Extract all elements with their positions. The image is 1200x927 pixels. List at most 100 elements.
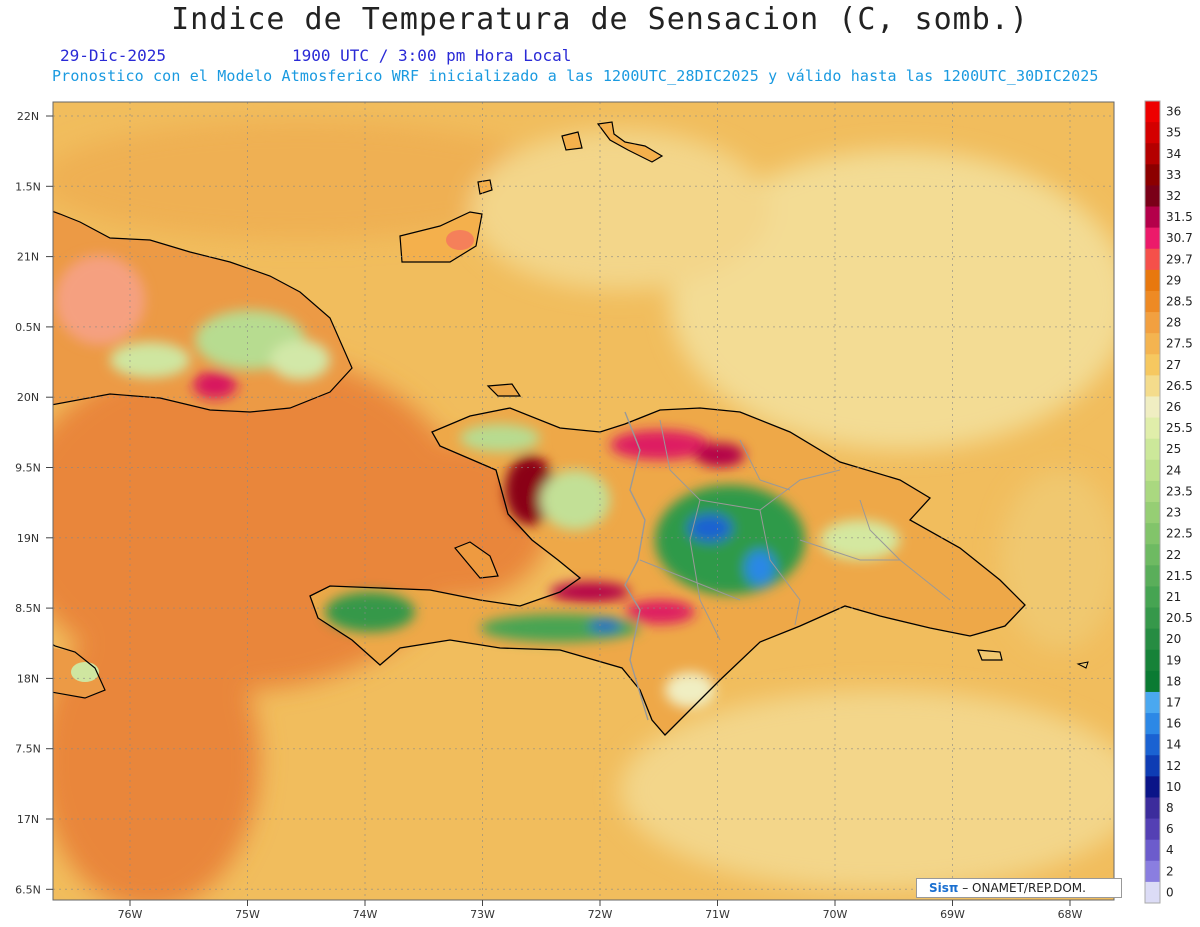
colorbar-swatch xyxy=(1145,438,1160,461)
credit-brand: Sisπ xyxy=(929,881,959,895)
map-title: Indice de Temperatura de Sensacion (C, s… xyxy=(171,2,1029,37)
colorbar-label: 6 xyxy=(1166,822,1174,836)
hispaniola-coast xyxy=(309,407,1026,736)
colorbar-label: 25.5 xyxy=(1166,421,1193,435)
colorbar-label: 16 xyxy=(1166,717,1181,731)
cuba-warm-west xyxy=(55,255,145,345)
colorbar-frame xyxy=(1144,100,1161,904)
province-line-1 xyxy=(659,419,701,541)
colorbar-swatch xyxy=(1145,333,1160,355)
lon-label: 76W xyxy=(118,908,143,921)
colorbar-swatch xyxy=(1145,544,1160,566)
colorbar-swatch xyxy=(1145,502,1160,524)
colorbar-swatch xyxy=(1145,101,1160,123)
lon-label: 74W xyxy=(353,908,378,921)
inagua-island xyxy=(399,211,483,263)
lon-label: 71W xyxy=(705,908,730,921)
colorbar-swatch xyxy=(1145,269,1160,292)
colorbar-label: 0 xyxy=(1166,885,1174,899)
tortuga-island xyxy=(486,383,522,397)
cuba-landmass xyxy=(53,210,353,413)
colorbar-swatch xyxy=(1145,755,1160,777)
cool-area-bahamas xyxy=(470,130,770,290)
colorbar-label: 8 xyxy=(1166,801,1174,815)
colorbar-swatch xyxy=(1145,290,1160,313)
province-line-2 xyxy=(699,469,841,511)
jamaica-coast xyxy=(53,643,106,699)
colorbar-label: 14 xyxy=(1166,738,1181,752)
colorbar-label: 22 xyxy=(1166,548,1181,562)
valid-date: 29-Dic-2025 xyxy=(60,46,166,65)
credit-box: Sisπ – ONAMET/REP.DOM. xyxy=(916,878,1122,898)
turks-island xyxy=(561,131,583,151)
colorbar-swatch xyxy=(1145,776,1160,798)
gridlines xyxy=(53,102,1114,900)
colorbar-label: 22.5 xyxy=(1166,527,1193,541)
haiti-cool-spot xyxy=(589,620,621,632)
map-frame xyxy=(52,101,1115,901)
south-pale-area xyxy=(665,672,715,708)
cordillera-central xyxy=(655,485,805,595)
colorbar-label: 29 xyxy=(1166,273,1181,287)
cuba-shading xyxy=(55,255,330,399)
colorbar-label: 23.5 xyxy=(1166,484,1193,498)
colorbar-swatch xyxy=(1145,248,1160,271)
temperature-field xyxy=(53,102,1114,900)
province-line-4 xyxy=(689,539,721,641)
colorbar-label: 18 xyxy=(1166,674,1181,688)
province-line-8 xyxy=(739,439,791,491)
colorbar-swatch xyxy=(1145,649,1160,672)
haiti-cool-north xyxy=(460,424,540,452)
colorbar-label: 29.7 xyxy=(1166,252,1193,266)
colorbar-label: 26.5 xyxy=(1166,379,1193,393)
lat-label: 22N xyxy=(17,110,39,123)
latitude-axis: 22N 1.5N 21N 0.5N 20N 9.5N 19N 8.5N 18N 7.5N 17N 6.… xyxy=(15,110,53,896)
central-cool-spot-2 xyxy=(745,550,775,586)
colorbar-swatch xyxy=(1145,734,1160,756)
province-borders xyxy=(639,419,951,641)
colorbar-swatch xyxy=(1145,143,1160,165)
cool-area-east xyxy=(1000,470,1114,650)
cibao-hot-west xyxy=(610,430,710,460)
jamaica-landmass xyxy=(53,643,106,699)
lat-label: 1.5N xyxy=(15,180,41,193)
colorbar-swatch xyxy=(1145,206,1160,229)
colorbar: 363534333231.530.729.72928.52827.52726.5… xyxy=(1144,100,1193,904)
cuba-coast xyxy=(53,210,353,413)
mona-island xyxy=(1076,661,1089,669)
colorbar-label: 34 xyxy=(1166,147,1181,161)
lat-label: 18N xyxy=(17,672,39,685)
haiti-dr-border xyxy=(624,411,649,721)
colorbar-label: 35 xyxy=(1166,126,1181,140)
colorbar-swatch xyxy=(1145,122,1160,144)
haiti-hot-south xyxy=(550,582,630,602)
credit-org: – ONAMET/REP.DOM. xyxy=(962,881,1086,895)
colorbar-swatch xyxy=(1145,670,1160,693)
colorbar-label: 33 xyxy=(1166,168,1181,182)
lat-label: 9.5N xyxy=(15,462,41,475)
colorbar-label: 17 xyxy=(1166,696,1181,710)
colorbar-swatch xyxy=(1145,417,1160,440)
warm-area-north xyxy=(53,120,560,240)
inagua-warm-spot xyxy=(446,230,474,250)
province-line-3 xyxy=(759,509,801,626)
hispaniola-shading xyxy=(325,424,900,708)
lat-label: 17N xyxy=(17,813,39,826)
colorbar-swatch xyxy=(1145,312,1160,334)
province-line-5 xyxy=(799,539,951,601)
longitude-axis: 76W 75W 74W 73W 72W 71W 70W 69W 68W xyxy=(118,900,1083,921)
colorbar-label: 12 xyxy=(1166,759,1181,773)
colorbar-swatch xyxy=(1145,797,1160,820)
colorbar-label: 10 xyxy=(1166,780,1181,794)
haiti-cool-center xyxy=(540,470,610,530)
lon-label: 73W xyxy=(470,908,495,921)
colorbar-swatch xyxy=(1145,628,1160,651)
colorbar-label: 25 xyxy=(1166,442,1181,456)
cuba-cool-east xyxy=(270,340,330,380)
lat-label: 20N xyxy=(17,391,39,404)
colorbar-swatch xyxy=(1145,607,1160,630)
lat-label: 21N xyxy=(17,251,39,264)
lat-label: 19N xyxy=(17,532,39,545)
colorbar-label: 32 xyxy=(1166,189,1181,203)
